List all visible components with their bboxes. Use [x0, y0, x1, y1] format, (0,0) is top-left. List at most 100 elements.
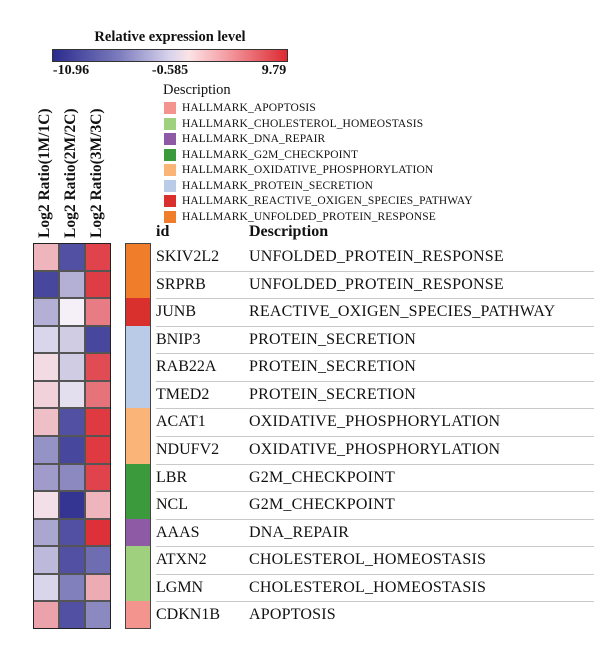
heatmap-cell — [85, 298, 111, 326]
legend-swatch — [164, 148, 176, 161]
gene-description: OXIDATIVE_PHOSPHORYLATION — [249, 440, 501, 458]
row-separator — [156, 601, 594, 603]
heatmap-cell — [59, 353, 85, 381]
heatmap-cell — [85, 270, 111, 299]
colorbar-min-label: -10.96 — [52, 63, 90, 78]
category-cell — [125, 601, 151, 629]
gene-id: NDUFV2 — [156, 440, 220, 458]
gene-description: G2M_CHECKPOINT — [249, 496, 395, 514]
legend-entry: HALLMARK_CHOLESTEROL_HOMEOSTASIS — [164, 116, 423, 132]
heatmap-cell — [85, 325, 111, 354]
gene-id: LGMN — [156, 578, 204, 596]
heatmap-cell — [85, 463, 111, 492]
gene-id: NCL — [156, 496, 188, 514]
colorbar-max-label: 9.79 — [261, 63, 287, 78]
gene-description: PROTEIN_SECRETION — [249, 385, 416, 403]
colorbar-mid-label: -0.585 — [151, 63, 189, 78]
gene-description: UNFOLDED_PROTEIN_RESPONSE — [249, 248, 504, 265]
legend-label: HALLMARK_PROTEIN_SECRETION — [182, 179, 374, 192]
heatmap-cell — [33, 518, 59, 547]
heatmap-cell — [59, 435, 85, 464]
heatmap-cell — [59, 518, 85, 547]
legend-swatch — [164, 179, 176, 192]
category-cell — [125, 573, 151, 602]
gene-description: DNA_REPAIR — [249, 523, 350, 541]
gene-description: PROTEIN_SECRETION — [249, 358, 416, 376]
category-cell — [125, 546, 151, 574]
row-separator — [156, 353, 594, 355]
heatmap-cell — [33, 491, 59, 519]
category-cell — [125, 408, 151, 436]
category-cell — [125, 491, 151, 519]
legend-entry: HALLMARK_APOPTOSIS — [164, 100, 316, 116]
category-cell — [125, 243, 151, 271]
legend-entry: HALLMARK_PROTEIN_SECRETION — [164, 178, 373, 194]
legend-swatch — [164, 210, 176, 223]
heatmap-cell — [59, 573, 85, 602]
gene-description: REACTIVE_OXIGEN_SPECIES_PATHWAY — [249, 303, 556, 321]
gene-id: BNIP3 — [156, 330, 201, 348]
legend-entry: HALLMARK_DNA_REPAIR — [164, 131, 325, 147]
category-cell — [125, 298, 151, 326]
heatmap-cell — [33, 243, 59, 271]
gene-id: TMED2 — [156, 385, 210, 403]
gene-id: SKIV2L2 — [156, 248, 220, 265]
gene-id: ACAT1 — [156, 413, 206, 431]
category-cell — [125, 270, 151, 299]
heatmap-cell — [85, 435, 111, 464]
id-column-header: id — [156, 223, 170, 240]
heatmap-cell — [59, 380, 85, 409]
legend-entry: HALLMARK_OXIDATIVE_PHOSPHORYLATION — [164, 162, 433, 178]
legend-entry: HALLMARK_REACTIVE_OXIGEN_SPECIES_PATHWAY — [164, 193, 473, 209]
gene-id: CDKN1B — [156, 606, 221, 624]
heatmap-cell — [33, 546, 59, 574]
gene-id: RAB22A — [156, 358, 217, 376]
row-separator — [156, 435, 594, 437]
heatmap-cell — [59, 491, 85, 519]
legend-label: HALLMARK_REACTIVE_OXIGEN_SPECIES_PATHWAY — [182, 195, 473, 207]
row-separator — [156, 518, 594, 520]
heatmap-cell — [85, 491, 111, 519]
heatmap-cell — [85, 243, 111, 271]
heatmap-cell — [85, 601, 111, 629]
category-cell — [125, 435, 151, 464]
column-label: Log2 Ratio(2M/2C) — [62, 108, 79, 238]
legend-label: HALLMARK_UNFOLDED_PROTEIN_RESPONSE — [182, 210, 436, 223]
heatmap-cell — [59, 546, 85, 574]
description-column-header: Description — [249, 223, 329, 240]
heatmap-cell — [59, 243, 85, 271]
column-label: Log2 Ratio(3M/3C) — [88, 108, 105, 238]
category-cell — [125, 325, 151, 354]
column-label: Log2 Ratio(1M/1C) — [36, 108, 53, 238]
heatmap-cell — [33, 408, 59, 436]
heatmap-cell — [59, 601, 85, 629]
heatmap-cell — [33, 573, 59, 602]
legend-swatch — [164, 164, 176, 176]
legend-label: HALLMARK_OXIDATIVE_PHOSPHORYLATION — [182, 164, 434, 176]
heatmap-cell — [85, 518, 111, 547]
gene-id: SRPRB — [156, 275, 206, 293]
row-separator — [156, 573, 594, 575]
legend-entry: HALLMARK_G2M_CHECKPOINT — [164, 147, 358, 163]
heatmap-cell — [33, 380, 59, 409]
row-separator — [156, 463, 594, 465]
legend-label: HALLMARK_G2M_CHECKPOINT — [182, 148, 359, 161]
row-separator — [156, 491, 594, 493]
heatmap-cell — [59, 270, 85, 299]
row-separator — [156, 325, 594, 327]
gene-id: JUNB — [156, 303, 197, 321]
heatmap-cell — [85, 353, 111, 381]
gene-description: CHOLESTEROL_HOMEOSTASIS — [249, 578, 487, 596]
legend-swatch — [164, 102, 176, 114]
legend-entry: HALLMARK_UNFOLDED_PROTEIN_RESPONSE — [164, 209, 436, 225]
category-cell — [125, 353, 151, 381]
row-separator — [156, 546, 594, 548]
gene-description: OXIDATIVE_PHOSPHORYLATION — [249, 413, 501, 431]
gene-id: LBR — [156, 468, 188, 486]
heatmap-cell — [33, 353, 59, 381]
heatmap-cell — [59, 408, 85, 436]
row-separator — [156, 380, 594, 382]
gene-description: G2M_CHECKPOINT — [249, 468, 395, 486]
heatmap-cell — [85, 408, 111, 436]
heatmap-cell — [33, 601, 59, 629]
